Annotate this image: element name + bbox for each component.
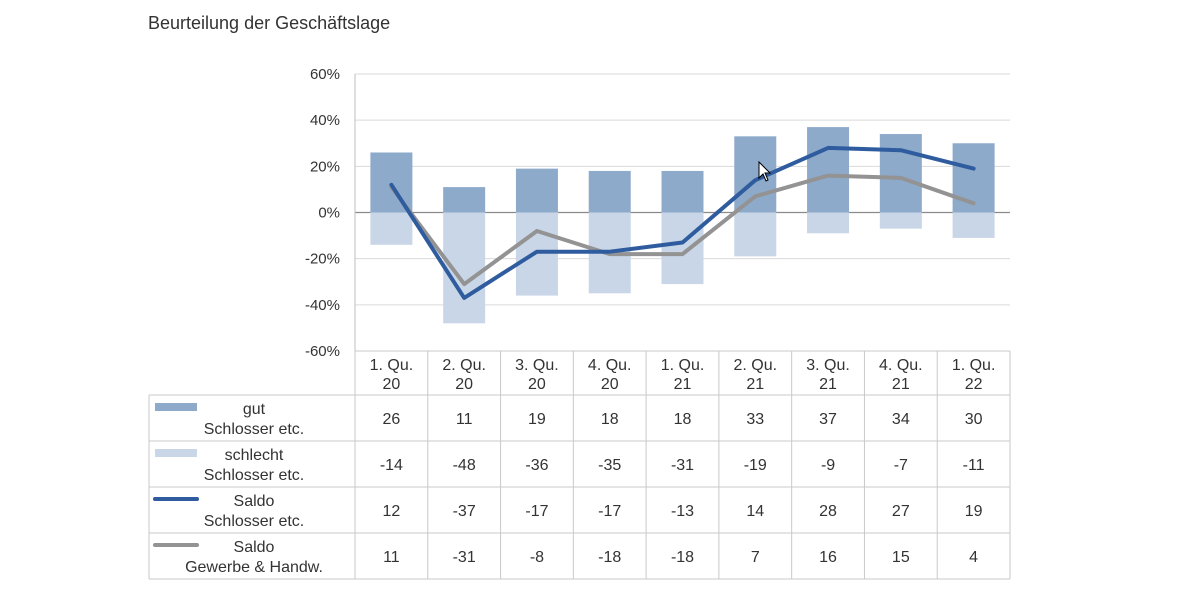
series-name: Schlosser etc. xyxy=(204,513,304,530)
data-cell-value: -9 xyxy=(821,457,835,474)
category-label: 22 xyxy=(965,376,983,393)
data-cell-value: 30 xyxy=(965,411,983,428)
data-cell-value: -8 xyxy=(530,549,544,566)
data-cell-value: 12 xyxy=(382,503,400,520)
data-cell-value: 19 xyxy=(528,411,546,428)
category-label: 2. Qu. xyxy=(733,357,777,374)
series-name: gut xyxy=(243,401,266,418)
bar-schlecht xyxy=(879,212,922,229)
category-label: 20 xyxy=(528,376,546,393)
data-cell-value: 7 xyxy=(751,549,760,566)
category-label: 20 xyxy=(601,376,619,393)
category-label: 1. Qu. xyxy=(952,357,996,374)
data-cell-value: 37 xyxy=(819,411,837,428)
category-label: 1. Qu. xyxy=(661,357,705,374)
series-name: Gewerbe & Handw. xyxy=(185,559,323,576)
data-cell-value: 11 xyxy=(383,549,400,566)
category-label: 2. Qu. xyxy=(442,357,486,374)
data-cell-value: 19 xyxy=(965,503,983,520)
data-cell-value: -7 xyxy=(894,457,908,474)
bar-schlecht xyxy=(952,212,995,238)
data-cell-value: 18 xyxy=(601,411,619,428)
bar-schlecht xyxy=(807,212,850,234)
data-cell-value: -19 xyxy=(744,457,767,474)
mouse-cursor-icon xyxy=(758,160,772,182)
data-cell-value: 27 xyxy=(892,503,910,520)
legend-swatch xyxy=(155,449,197,457)
category-label: 3. Qu. xyxy=(515,357,559,374)
bar-schlecht xyxy=(443,212,486,324)
data-cell-value: -18 xyxy=(671,549,694,566)
category-label: 4. Qu. xyxy=(879,357,923,374)
data-cell-value: -14 xyxy=(380,457,403,474)
data-cell-value: 28 xyxy=(819,503,837,520)
y-tick-label: 0% xyxy=(318,205,340,222)
category-label: 20 xyxy=(455,376,473,393)
line-saldo-schlosser xyxy=(389,145,976,300)
category-label: 21 xyxy=(819,376,837,393)
data-cell-value: 34 xyxy=(892,411,910,428)
data-cell-value: -13 xyxy=(671,503,694,520)
y-tick-label: 60% xyxy=(310,66,340,83)
bar-gut xyxy=(952,143,995,213)
data-cell-value: -31 xyxy=(671,457,694,474)
data-cell-value: -18 xyxy=(598,549,621,566)
data-cell-value: 14 xyxy=(746,503,764,520)
y-tick-label: 20% xyxy=(310,158,340,175)
bar-schlecht xyxy=(661,212,704,285)
bar-gut xyxy=(879,134,922,213)
y-tick-label: -40% xyxy=(305,297,340,314)
data-cell-value: 15 xyxy=(892,549,910,566)
data-cell-value: -31 xyxy=(453,549,476,566)
category-label: 21 xyxy=(746,376,764,393)
category-label: 21 xyxy=(892,376,910,393)
category-label: 3. Qu. xyxy=(806,357,850,374)
bar-schlecht xyxy=(515,212,558,296)
series-name: Schlosser etc. xyxy=(204,421,304,438)
series-name: Saldo xyxy=(234,493,275,510)
chart-title: Beurteilung der Geschäftslage xyxy=(148,13,391,33)
y-tick-label: -60% xyxy=(305,343,340,360)
data-cell-value: -11 xyxy=(963,457,985,474)
data-cell-value: -48 xyxy=(453,457,476,474)
bar-gut xyxy=(807,127,850,213)
data-cell-value: -17 xyxy=(598,503,621,520)
data-cell-value: 26 xyxy=(382,411,400,428)
series-name: Schlosser etc. xyxy=(204,467,304,484)
category-label: 21 xyxy=(674,376,692,393)
bar-schlecht xyxy=(734,212,777,257)
legend-swatch xyxy=(155,403,197,411)
data-cell-value: 33 xyxy=(746,411,764,428)
data-cell-value: -17 xyxy=(525,503,548,520)
data-cell-value: -35 xyxy=(598,457,621,474)
category-label: 4. Qu. xyxy=(588,357,632,374)
category-label: 20 xyxy=(382,376,400,393)
data-cell-value: -36 xyxy=(525,457,548,474)
bar-gut xyxy=(661,170,704,213)
category-label: 1. Qu. xyxy=(370,357,414,374)
bar-gut xyxy=(515,168,558,213)
data-cell-value: 11 xyxy=(456,411,473,428)
bar-gut xyxy=(443,187,486,213)
data-cell-value: -37 xyxy=(453,503,476,520)
series-name: Saldo xyxy=(234,539,275,556)
data-cell-value: 18 xyxy=(674,411,692,428)
bar-schlecht xyxy=(370,212,413,245)
line-saldo-gewerbe xyxy=(389,173,976,287)
data-cell-value: 4 xyxy=(969,549,978,566)
series-name: schlecht xyxy=(225,447,284,464)
y-tick-label: 40% xyxy=(310,112,340,129)
y-tick-label: -20% xyxy=(305,251,340,268)
data-cell-value: 16 xyxy=(819,549,837,566)
bar-gut xyxy=(588,170,631,213)
